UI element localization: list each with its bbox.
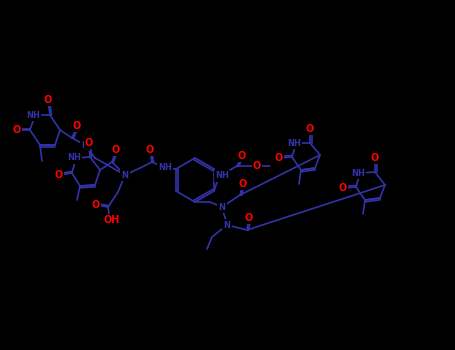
Text: O: O <box>13 125 21 135</box>
Text: O: O <box>239 179 247 189</box>
Text: O: O <box>44 95 52 105</box>
Text: OH: OH <box>104 215 120 225</box>
Text: O: O <box>245 213 253 223</box>
Text: O: O <box>275 153 283 163</box>
Text: O: O <box>92 200 100 210</box>
Text: N: N <box>223 220 231 230</box>
Text: N: N <box>81 140 89 149</box>
Text: O: O <box>306 124 314 134</box>
Text: O: O <box>55 170 63 180</box>
Text: O: O <box>112 145 120 155</box>
Text: O: O <box>85 138 93 148</box>
Text: O: O <box>238 151 246 161</box>
Text: O: O <box>146 145 154 155</box>
Text: O: O <box>253 161 261 171</box>
Text: NH: NH <box>351 168 365 177</box>
Text: NH: NH <box>26 111 40 119</box>
Text: N: N <box>218 203 226 211</box>
Text: NH: NH <box>215 172 229 181</box>
Text: NH: NH <box>287 139 301 147</box>
Text: NH: NH <box>67 154 81 162</box>
Text: NH: NH <box>158 163 172 173</box>
Text: O: O <box>339 183 347 193</box>
Text: O: O <box>73 121 81 131</box>
Text: O: O <box>371 153 379 163</box>
Text: N: N <box>121 170 128 180</box>
